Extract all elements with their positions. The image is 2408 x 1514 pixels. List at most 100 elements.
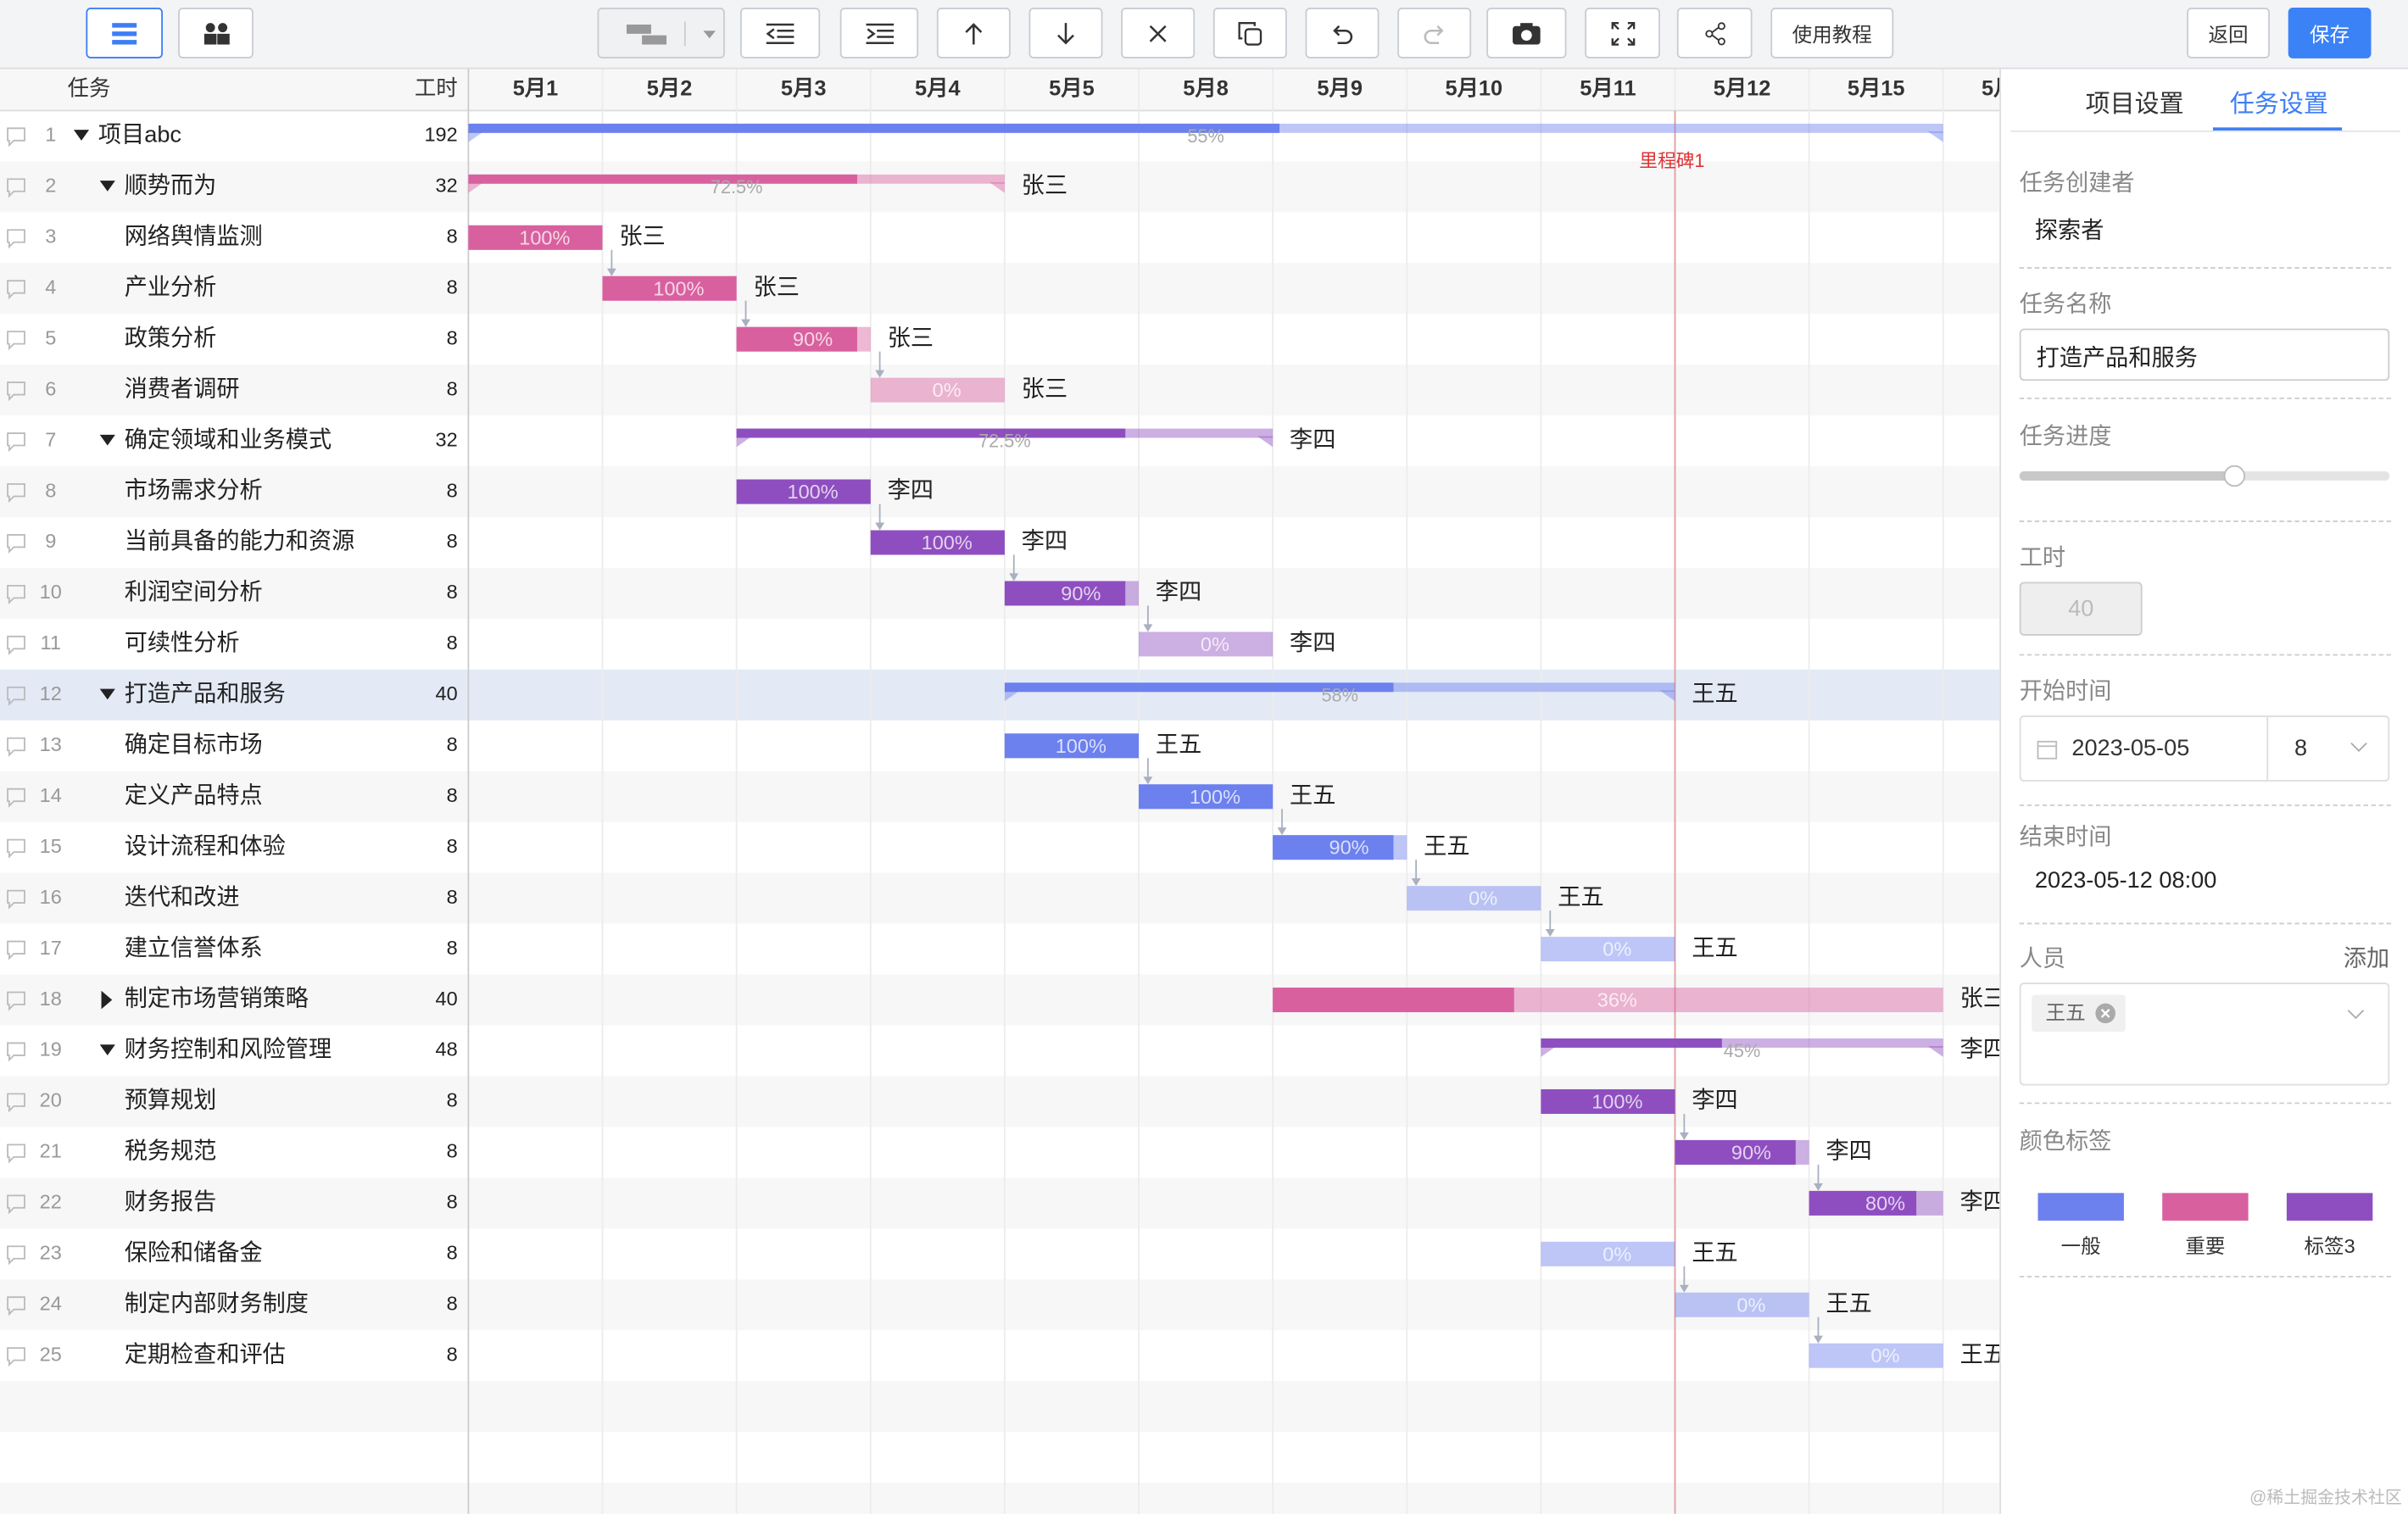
dependency-arrow [1411,878,1421,887]
task-progress [468,225,603,250]
task-row[interactable]: 25 定期检查和评估 8 [7,1340,458,1367]
task-row[interactable]: 8 市场需求分析 8 [7,476,458,504]
task-row[interactable]: 7 确定领域和业务模式 32 [7,426,458,452]
progress-label: 90% [1061,582,1101,604]
divider [2009,130,2400,132]
date-label: 5月3 [781,77,827,101]
task-bar [1541,1241,1675,1266]
dependency-arrow [1679,1132,1689,1140]
assignee: 王五 [1692,934,1737,960]
list-view-button[interactable] [86,8,163,58]
redo-button[interactable] [1397,8,1472,58]
undo-button[interactable] [1305,8,1380,58]
comment-icon [7,483,25,504]
end-date: 2023-05-12 08:00 [2034,867,2217,894]
save-button[interactable]: 保存 [2288,8,2372,58]
task-row[interactable]: 4 产业分析 8 [7,273,458,299]
task-row[interactable]: 19 财务控制和风险管理 48 [7,1036,458,1062]
task-progress [1004,581,1126,606]
progress-slider[interactable] [2019,465,2390,487]
move-up-button[interactable] [936,8,1011,58]
icon [1149,24,1167,42]
add-link[interactable]: 添加 [2343,945,2390,972]
people-view-button[interactable] [178,8,254,58]
task-row[interactable]: 10 利润空间分析 8 [7,578,458,604]
task-row[interactable]: 24 制定内部财务制度 8 [7,1289,458,1316]
tab-active[interactable]: 任务设置 [2229,92,2328,119]
task-id: 1 [45,124,56,146]
task-row[interactable]: 14 定义产品特点 8 [7,782,458,808]
delete-button[interactable] [1121,8,1196,58]
task-id: 25 [40,1343,62,1365]
task-id: 15 [40,835,62,857]
progress-label: 90% [1329,837,1369,859]
task-id: 17 [40,937,62,959]
task-row[interactable]: 16 迭代和改进 8 [7,883,458,910]
indent-button[interactable] [839,8,919,58]
date-label: 5月1 [513,77,559,101]
dependency-arrow [1814,1335,1823,1344]
dependency-arrow [741,319,750,327]
task-row[interactable]: 21 税务规范 8 [7,1138,458,1164]
task-row[interactable]: 9 当前具备的能力和资源 8 [7,527,458,554]
divider [2266,716,2269,781]
move-down-button[interactable] [1028,8,1103,58]
outdent-button[interactable] [740,8,821,58]
icon [1610,21,1635,45]
tutorial-button[interactable]: 使用教程 [1770,8,1894,58]
task-name: 产业分析 [125,273,217,299]
screenshot-button[interactable] [1486,8,1567,58]
task-row[interactable]: 11 可续性分析 8 [7,629,458,655]
header-task: 任务 [68,77,111,101]
view-select[interactable] [597,8,725,58]
remove-icon[interactable] [2095,1003,2116,1024]
progress-label: 72.5% [978,431,1031,452]
task-row[interactable]: 17 建立信誉体系 8 [7,934,458,960]
task-name: 税务规范 [125,1138,217,1164]
name-input[interactable]: 打造产品和服务 [2019,328,2390,381]
header-hours: 工时 [415,77,458,101]
comment-icon [7,1194,25,1215]
task-row[interactable]: 22 财务报告 8 [7,1188,458,1215]
row-background [0,263,2000,314]
task-row[interactable]: 2 顺势而为 32 [7,172,458,198]
icon [1057,22,1074,44]
task-row[interactable]: 23 保险和储备金 8 [7,1238,458,1265]
people-select[interactable]: 王五 [2019,982,2390,1086]
person-tag[interactable]: 王五 [2032,994,2126,1033]
share-button[interactable] [1676,8,1753,58]
task-row[interactable]: 15 设计流程和体验 8 [7,832,458,859]
copy-button[interactable] [1212,8,1287,58]
task-row[interactable]: 20 预算规划 8 [7,1087,458,1113]
task-row[interactable]: 1 项目abc 192 [7,121,458,148]
date-label: 5月4 [915,77,961,101]
comment-icon [7,1347,25,1367]
task-name: 定义产品特点 [125,782,263,808]
settings-panel: 项目设置 任务设置 任务创建者 探索者 任务名称 打造产品和服务 任务进度 工时… [1999,69,2408,1514]
task-row[interactable]: 5 政策分析 8 [7,324,458,350]
back-button[interactable]: 返回 [2187,8,2270,58]
task-hours: 8 [447,225,458,248]
task-row[interactable]: 18 制定市场营销策略 40 [7,985,458,1011]
expand-toggle [101,990,113,1010]
date-label: 5月11 [1580,77,1636,101]
task-hours: 8 [447,835,458,857]
fullscreen-button[interactable] [1585,8,1660,58]
start-input[interactable]: 2023-05-05 8 [2019,715,2390,782]
divider [2019,1276,2392,1277]
task-row[interactable]: 6 消费者调研 8 [7,375,458,401]
task-id: 14 [40,784,62,806]
task-name: 项目abc [98,121,181,148]
progress-label: 100% [1591,1090,1642,1112]
task-row[interactable]: 12 打造产品和服务 40 [7,680,458,706]
task-row[interactable]: 13 确定目标市场 8 [7,731,458,757]
task-row[interactable]: 3 网络舆情监测 8 [7,222,458,248]
divider [2019,398,2392,399]
task-id: 22 [40,1191,62,1213]
task-progress [1809,1190,1917,1216]
progress-label: 90% [1731,1141,1771,1163]
start-hour[interactable]: 8 [2294,735,2308,762]
task-id: 16 [40,886,62,908]
tab[interactable]: 项目设置 [2085,92,2184,119]
task-name: 制定内部财务制度 [125,1289,309,1316]
